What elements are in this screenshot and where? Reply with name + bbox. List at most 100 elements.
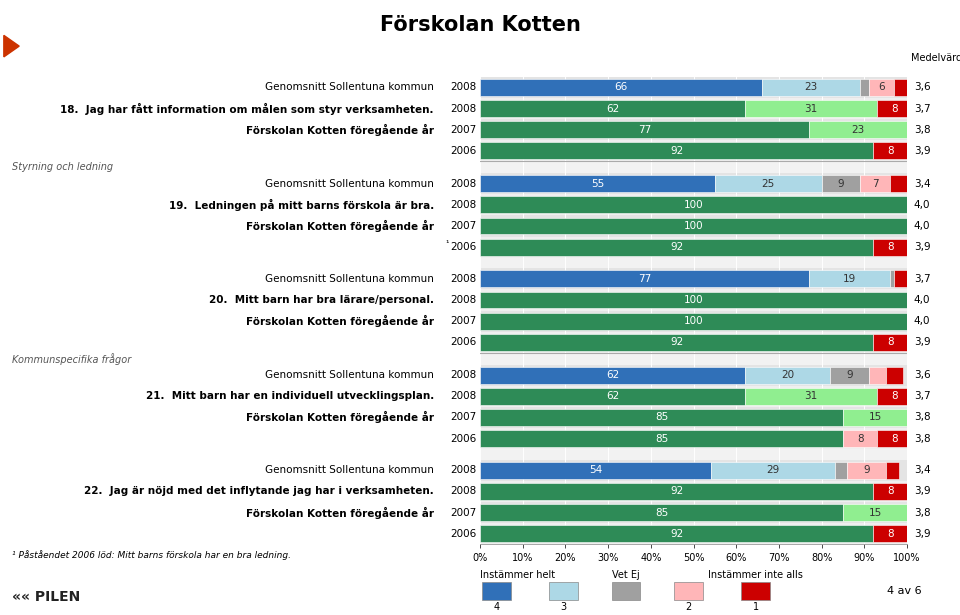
Text: 8: 8 bbox=[891, 391, 898, 401]
Text: 92: 92 bbox=[670, 146, 684, 156]
Bar bbox=[480, 462, 710, 478]
Bar bbox=[710, 462, 834, 478]
Text: 100: 100 bbox=[684, 221, 704, 231]
Bar bbox=[895, 79, 907, 96]
Text: 62: 62 bbox=[606, 370, 619, 380]
Text: 3,7: 3,7 bbox=[914, 103, 930, 114]
Text: 2008: 2008 bbox=[450, 295, 476, 305]
Text: 2006: 2006 bbox=[450, 434, 476, 443]
Bar bbox=[890, 271, 895, 287]
Text: 3,4: 3,4 bbox=[914, 179, 930, 189]
Text: Genomsnitt Sollentuna kommun: Genomsnitt Sollentuna kommun bbox=[265, 466, 434, 475]
Text: Styrning och ledning: Styrning och ledning bbox=[12, 162, 112, 172]
Text: 92: 92 bbox=[670, 486, 684, 496]
Text: Förskolan Kotten föregående år: Förskolan Kotten föregående år bbox=[246, 124, 434, 136]
Text: 4,0: 4,0 bbox=[914, 221, 930, 231]
Text: Föräldrar / Förskola - Våren 2008: Föräldrar / Förskola - Våren 2008 bbox=[25, 39, 243, 53]
Bar bbox=[715, 175, 822, 192]
Bar bbox=[848, 462, 886, 478]
Text: 2008: 2008 bbox=[450, 200, 476, 210]
Text: 85: 85 bbox=[655, 413, 668, 423]
Text: 2006: 2006 bbox=[450, 337, 476, 347]
Bar bbox=[480, 143, 873, 159]
Bar bbox=[480, 100, 745, 117]
Bar bbox=[480, 481, 907, 502]
Bar bbox=[480, 430, 843, 447]
Bar bbox=[480, 409, 843, 426]
Text: 3,9: 3,9 bbox=[914, 529, 930, 539]
Bar bbox=[822, 175, 860, 192]
Text: ¹: ¹ bbox=[445, 239, 449, 248]
Bar bbox=[873, 239, 907, 256]
Text: 4,0: 4,0 bbox=[914, 295, 930, 305]
Bar bbox=[480, 237, 907, 258]
Text: 19: 19 bbox=[843, 274, 856, 284]
Text: 8: 8 bbox=[887, 242, 894, 252]
Text: 8: 8 bbox=[891, 103, 898, 114]
Bar bbox=[480, 194, 907, 215]
Bar bbox=[480, 367, 745, 384]
Bar bbox=[480, 173, 907, 194]
Text: 8: 8 bbox=[887, 486, 894, 496]
Bar bbox=[877, 100, 911, 117]
Text: 20.  Mitt barn har bra lärare/personal.: 20. Mitt barn har bra lärare/personal. bbox=[209, 295, 434, 305]
Text: ¹ Påståendet 2006 löd: Mitt barns förskola har en bra ledning.: ¹ Påståendet 2006 löd: Mitt barns försko… bbox=[12, 550, 291, 560]
Text: 54: 54 bbox=[588, 466, 602, 475]
Bar bbox=[480, 312, 907, 330]
Bar bbox=[480, 504, 843, 521]
Text: 3,4: 3,4 bbox=[914, 466, 930, 475]
Text: 3,6: 3,6 bbox=[914, 370, 930, 380]
Text: 13 svar, 100%: 13 svar, 100% bbox=[856, 39, 941, 53]
Bar bbox=[480, 407, 907, 428]
Text: 85: 85 bbox=[655, 434, 668, 443]
Text: 2008: 2008 bbox=[450, 179, 476, 189]
Text: 31: 31 bbox=[804, 391, 818, 401]
Text: Instämmer inte alls: Instämmer inte alls bbox=[708, 570, 803, 580]
Bar bbox=[834, 462, 848, 478]
Bar bbox=[480, 365, 907, 386]
Text: Förskolan Kotten föregående år: Förskolan Kotten föregående år bbox=[246, 411, 434, 423]
Bar bbox=[480, 268, 907, 290]
Text: 55: 55 bbox=[590, 179, 604, 189]
Bar bbox=[480, 311, 907, 331]
Text: 3,9: 3,9 bbox=[914, 337, 930, 347]
Text: 3: 3 bbox=[561, 602, 566, 612]
Text: 4: 4 bbox=[493, 602, 499, 612]
Text: 2008: 2008 bbox=[450, 466, 476, 475]
Bar bbox=[480, 79, 762, 96]
Text: 62: 62 bbox=[606, 103, 619, 114]
Bar bbox=[843, 409, 907, 426]
Text: 3,7: 3,7 bbox=[914, 391, 930, 401]
Text: 77: 77 bbox=[637, 274, 651, 284]
Text: 2007: 2007 bbox=[450, 413, 476, 423]
Bar bbox=[843, 504, 907, 521]
Bar bbox=[480, 271, 809, 287]
Text: 3,9: 3,9 bbox=[914, 486, 930, 496]
Bar bbox=[480, 98, 907, 119]
Bar bbox=[877, 388, 911, 405]
Text: 20: 20 bbox=[781, 370, 794, 380]
Text: Vet Ej: Vet Ej bbox=[612, 570, 639, 580]
Text: 3,8: 3,8 bbox=[914, 507, 930, 518]
Bar bbox=[480, 239, 873, 256]
Bar bbox=[480, 215, 907, 237]
Text: 15: 15 bbox=[869, 413, 882, 423]
Bar bbox=[745, 367, 830, 384]
Bar bbox=[480, 121, 809, 138]
Text: 85: 85 bbox=[655, 507, 668, 518]
Text: 2006: 2006 bbox=[450, 146, 476, 156]
Bar bbox=[745, 388, 877, 405]
Bar bbox=[480, 525, 873, 542]
Bar bbox=[809, 271, 890, 287]
Text: 2007: 2007 bbox=[450, 125, 476, 135]
Bar bbox=[830, 367, 869, 384]
Text: 92: 92 bbox=[670, 529, 684, 539]
Text: 2007: 2007 bbox=[450, 316, 476, 326]
Text: 2006: 2006 bbox=[450, 529, 476, 539]
Text: 6: 6 bbox=[878, 82, 885, 92]
Text: 2007: 2007 bbox=[450, 221, 476, 231]
Text: 7: 7 bbox=[872, 179, 878, 189]
Bar bbox=[480, 459, 907, 481]
Text: 18.  Jag har fått information om målen som styr verksamheten.: 18. Jag har fått information om målen so… bbox=[60, 103, 434, 114]
Text: 25: 25 bbox=[761, 179, 775, 189]
